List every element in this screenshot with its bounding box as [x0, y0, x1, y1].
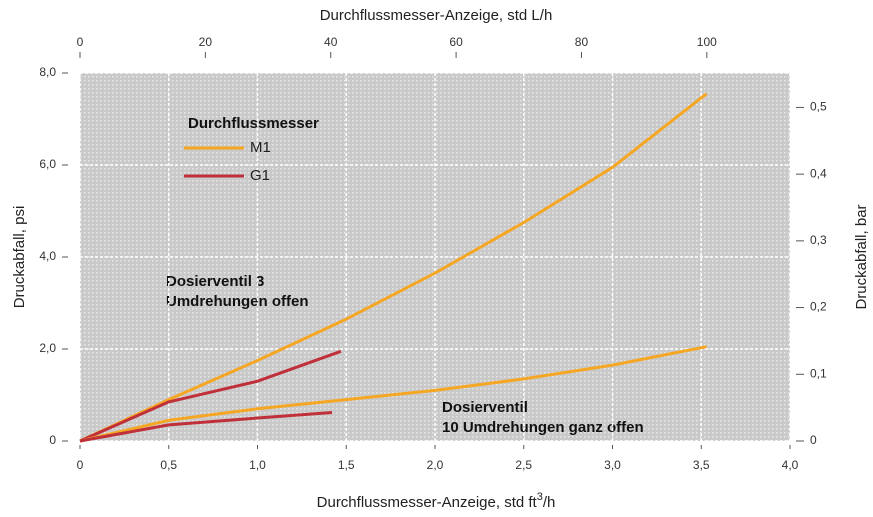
line	[79, 92, 708, 443]
line	[79, 349, 342, 443]
y-tick-label: 2,0	[39, 341, 56, 355]
y-tick-label: 0	[49, 433, 56, 447]
top-axis-label: Durchflussmesser-Anzeige, std L/h	[320, 7, 553, 24]
x-tick-label: 2,0	[427, 458, 444, 472]
y-tick-label: 6,0	[39, 157, 56, 171]
x-axis-label: Durchflussmesser-Anzeige, std ft3/h	[317, 491, 556, 511]
legend-label: M1	[250, 139, 271, 156]
x2-tick-label: 100	[697, 35, 717, 49]
annotation: Dosierventil 3	[166, 273, 264, 290]
x-tick-label: 2,5	[515, 458, 532, 472]
annotation: Dosierventil	[442, 399, 528, 416]
x-axis-label-part: /h	[543, 494, 556, 511]
x-tick-label: 1,5	[338, 458, 355, 472]
x-axis-label-sup: 3	[537, 491, 543, 503]
annotation: 10 Umdrehungen ganz offen	[442, 419, 644, 436]
y2-tick-label: 0,3	[810, 233, 827, 247]
x-tick-label: 0,5	[160, 458, 177, 472]
y-tick-label: 4,0	[39, 249, 56, 263]
line	[79, 410, 333, 443]
y2-tick-label: 0,4	[810, 166, 827, 180]
y2-tick-label: 0,2	[810, 300, 827, 314]
x2-tick-label: 20	[199, 35, 213, 49]
annotation: Umdrehungen offen	[166, 293, 309, 310]
y2-axis-label: Druckabfall, bar	[853, 204, 870, 309]
x2-tick-label: 40	[324, 35, 338, 49]
x-tick-label: 1,0	[249, 458, 266, 472]
x2-tick-label: 80	[575, 35, 589, 49]
y-tick-label: 8,0	[39, 65, 56, 79]
y2-tick-label: 0,1	[810, 366, 827, 380]
y2-tick-label: 0,5	[810, 100, 827, 114]
x-tick-label: 3,0	[604, 458, 621, 472]
x-tick-label: 4,0	[782, 458, 799, 472]
x-tick-label: 0	[77, 458, 84, 472]
x2-tick-label: 0	[77, 35, 84, 49]
line	[79, 345, 707, 443]
legend-title: Durchflussmesser	[188, 115, 319, 132]
y2-tick-label: 0	[810, 433, 817, 447]
y-axis-label: Druckabfall, psi	[11, 206, 28, 309]
x-tick-label: 3,5	[693, 458, 710, 472]
legend-label: G1	[250, 167, 270, 184]
x-axis-label-part: Durchflussmesser-Anzeige, std ft	[317, 494, 538, 511]
x2-tick-label: 60	[449, 35, 463, 49]
